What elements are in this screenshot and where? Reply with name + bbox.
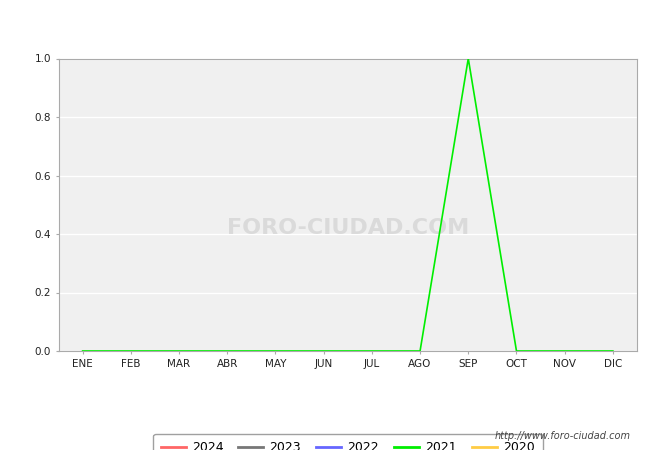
Text: FORO-CIUDAD.COM: FORO-CIUDAD.COM (227, 218, 469, 238)
Text: http://www.foro-ciudad.com: http://www.foro-ciudad.com (495, 431, 630, 441)
Legend: 2024, 2023, 2022, 2021, 2020: 2024, 2023, 2022, 2021, 2020 (153, 434, 543, 450)
Text: Matriculaciones de Vehiculos en Pozo de Urama: Matriculaciones de Vehiculos en Pozo de … (133, 19, 517, 35)
